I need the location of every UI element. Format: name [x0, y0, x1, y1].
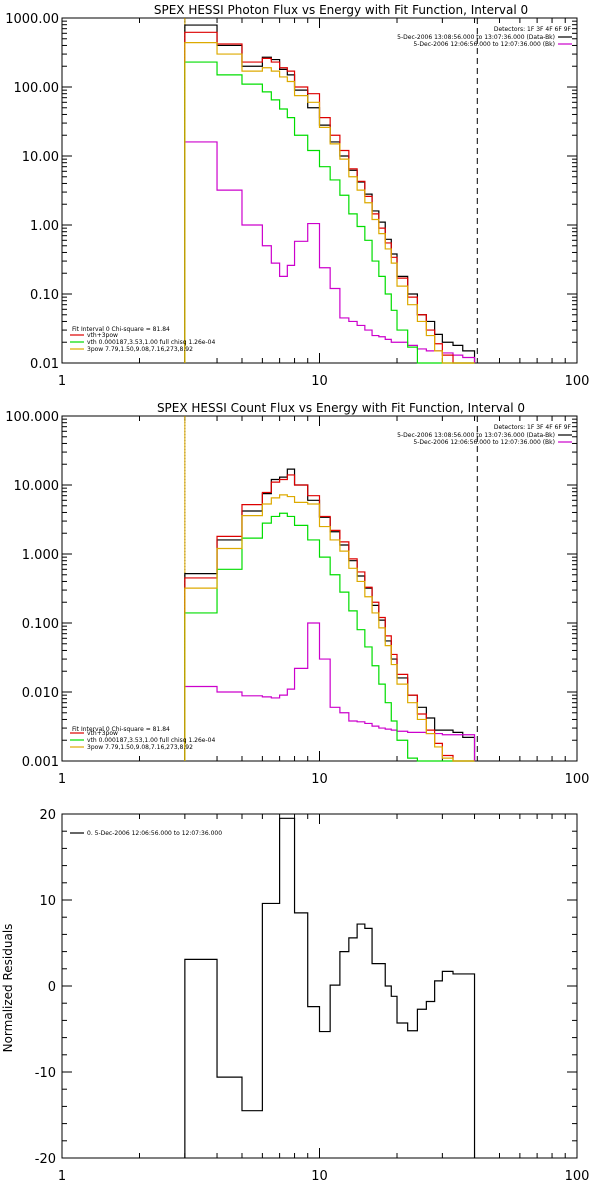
series-vth-3pow-step — [184, 474, 475, 762]
count-legend-right: 5-Dec-2006 13:08:56.000 to 13:07:36.000 … — [397, 432, 572, 446]
residuals-legend: 0. 5-Dec-2006 12:06:56.000 to 12:07:36.0… — [70, 830, 222, 837]
y-tick-label: 10.00 — [22, 150, 59, 165]
residuals-plot-frame — [61, 813, 578, 1159]
legend-left-label: 3pow 7.79,1.50,9.08,7.16,273,8.92 — [87, 346, 193, 353]
legend-right-label: 5-Dec-2006 12:06:56.000 to 12:07:36.000 … — [413, 439, 555, 446]
series-vth-3pow-step — [184, 31, 475, 364]
y-tick-label: 1.000 — [22, 548, 59, 563]
residuals-axes: 1 10 100 -20 -10 0 10 20 — [35, 808, 590, 1184]
count-flux-panel: SPEX HESSI Count Flux vs Energy with Fit… — [5, 401, 589, 787]
series-3pow-step — [184, 42, 475, 364]
legend-left-label: vth+3pow — [87, 332, 118, 339]
count-plot-frame — [61, 415, 578, 762]
legend-left-label: vth+3pow — [87, 730, 118, 737]
count-fit-label: Fit Interval 0 Chi-square = 81.84 — [72, 726, 170, 733]
series-bk-step — [184, 141, 476, 363]
y-tick-label: 0.010 — [22, 686, 59, 701]
y-tick-label: -20 — [35, 1152, 56, 1167]
y-tick-label: 0.100 — [22, 617, 59, 632]
x-tick-label: 10 — [311, 1169, 328, 1184]
x-tick-label: 10 — [311, 772, 328, 787]
residuals-series-group — [184, 817, 476, 1158]
photon-detectors-label: Detectors: 1F 3F 4F 6F 9F — [494, 26, 572, 33]
y-tick-label: 10 — [39, 894, 56, 909]
y-tick-label: 0.01 — [30, 357, 59, 372]
photon-plot-frame — [61, 17, 578, 364]
legend-right-label: 5-Dec-2006 13:08:56.000 to 13:07:36.000 … — [397, 34, 555, 41]
legend-left-label: vth 0.000187,3.53,1.00 full chisq 1.26e-… — [87, 339, 215, 346]
legend-left-label: 3pow 7.79,1.50,9.08,7.16,273,8.92 — [87, 744, 193, 751]
y-tick-label: 20 — [39, 808, 56, 823]
series-vth-step — [184, 61, 475, 364]
series-data-bk-step — [184, 24, 476, 363]
y-tick-label: 100.00 — [14, 81, 60, 96]
residuals-y-label: Normalized Residuals — [1, 924, 15, 1053]
count-panel-title: SPEX HESSI Count Flux vs Energy with Fit… — [157, 401, 525, 415]
y-tick-label: 0.10 — [30, 288, 59, 303]
legend-left-label: vth 0.000187,3.53,1.00 full chisq 1.26e-… — [87, 737, 215, 744]
count-series-group — [184, 416, 478, 762]
x-tick-label: 1 — [58, 1169, 66, 1184]
photon-series-group — [184, 18, 478, 364]
photon-fit-label: Fit Interval 0 Chi-square = 81.84 — [72, 326, 170, 333]
series-residuals-step — [184, 817, 476, 1158]
x-tick-label: 100 — [565, 1169, 590, 1184]
count-axes: 1 10 100 0.001 0.010 0.100 1.000 10.000 100.000 — [5, 410, 589, 787]
y-tick-label: 0 — [48, 980, 56, 995]
series-data-bk-step — [184, 468, 476, 761]
y-tick-label: 0.001 — [22, 755, 59, 770]
photon-panel-title: SPEX HESSI Photon Flux vs Energy with Fi… — [154, 3, 528, 17]
y-tick-label: -10 — [35, 1066, 56, 1081]
count-detectors-label: Detectors: 1F 3F 4F 6F 9F — [494, 424, 572, 431]
series-vth-step — [184, 512, 475, 762]
legend-label: 0. 5-Dec-2006 12:06:56.000 to 12:07:36.0… — [87, 830, 222, 837]
series-3pow-step — [184, 494, 475, 762]
photon-flux-panel: SPEX HESSI Photon Flux vs Energy with Fi… — [5, 3, 589, 389]
y-tick-label: 1000.00 — [5, 12, 59, 27]
legend-right-label: 5-Dec-2006 13:08:56.000 to 13:07:36.000 … — [397, 432, 555, 439]
x-tick-label: 10 — [311, 374, 328, 389]
x-tick-label: 100 — [565, 772, 590, 787]
y-tick-label: 1.00 — [30, 219, 59, 234]
photon-legend-right: 5-Dec-2006 13:08:56.000 to 13:07:36.000 … — [397, 34, 572, 48]
x-tick-label: 1 — [58, 772, 66, 787]
legend-right-label: 5-Dec-2006 12:06:56.000 to 12:07:36.000 … — [413, 41, 555, 48]
y-tick-label: 10.000 — [14, 479, 60, 494]
x-tick-label: 100 — [565, 374, 590, 389]
residuals-panel: 1 10 100 -20 -10 0 10 20 Normalized Residuals 0… — [1, 808, 589, 1184]
x-tick-label: 1 — [58, 374, 66, 389]
y-tick-label: 100.000 — [5, 410, 59, 425]
series-bk-step — [184, 622, 476, 761]
